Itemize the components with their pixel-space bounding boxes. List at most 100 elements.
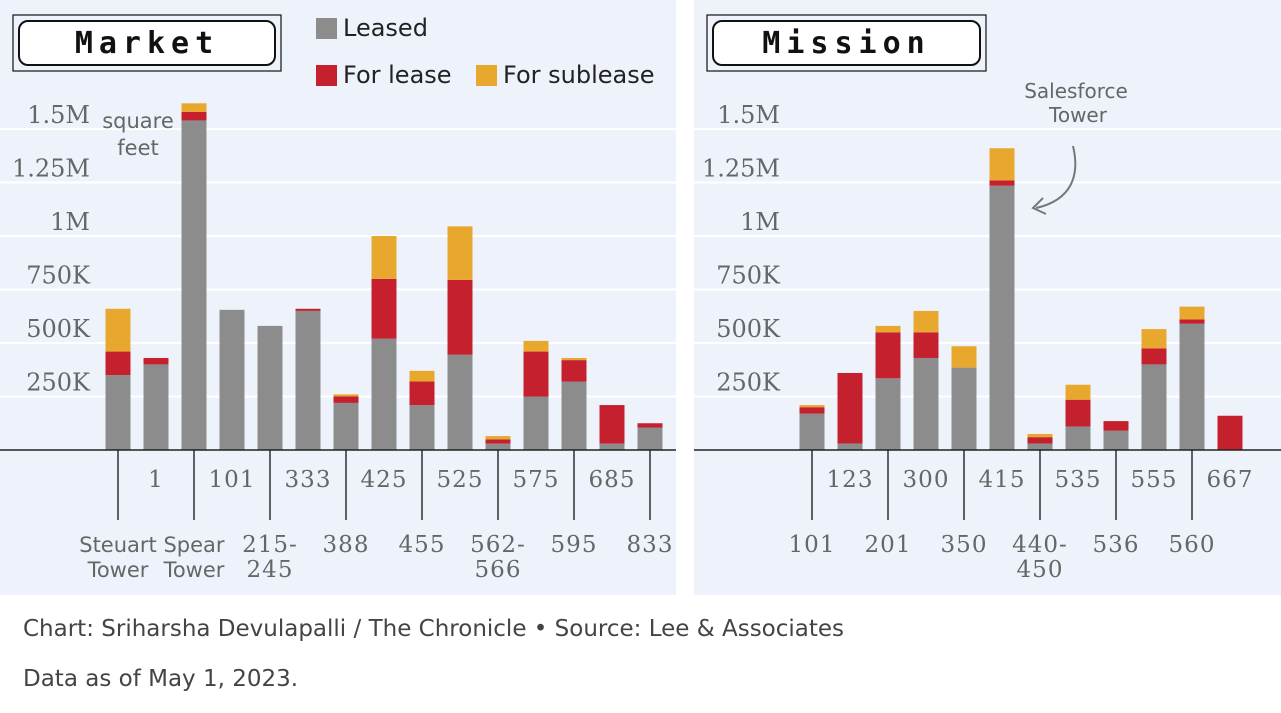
panel-background	[694, 0, 1281, 595]
bar-segment-for-sublease	[1179, 306, 1205, 320]
legend-label: For lease	[343, 61, 452, 89]
x-tick-label: 536	[1093, 532, 1140, 558]
panel-title: Mission	[762, 26, 930, 61]
bar-segment-for-lease	[181, 111, 207, 121]
x-tick-label: Spear	[163, 533, 224, 557]
bar-segment-leased	[447, 354, 473, 450]
title-box	[18, 20, 276, 66]
bar-segment-leased	[599, 443, 625, 450]
bar-segment-for-sublease	[371, 236, 397, 279]
bar-segment-for-lease	[1217, 415, 1243, 450]
bar-segment-for-lease	[1141, 348, 1167, 365]
bar-segment-leased	[1027, 443, 1053, 450]
bar-segment-leased	[561, 381, 587, 450]
y-axis-unit-label: feet	[117, 136, 158, 160]
bar-segment-for-lease	[913, 332, 939, 358]
bar-segment-for-lease	[837, 372, 863, 444]
mission-panel: 250K 500K 750K 1M 1.25M 1.5M Mission 101 123 201 3…	[694, 0, 1281, 595]
bar-segment-for-lease	[295, 308, 321, 311]
x-tick-label: 388	[323, 532, 370, 558]
bar-segment-leased	[1103, 430, 1129, 450]
x-tick-label: 333	[285, 467, 332, 493]
bar-segment-leased	[913, 357, 939, 450]
bar-segment-for-sublease	[1065, 384, 1091, 400]
bar-segment-for-lease	[799, 407, 825, 414]
panel-background	[0, 0, 676, 595]
legend: Leased For lease For sublease	[316, 14, 655, 89]
bar-segment-leased	[371, 338, 397, 450]
y-tick-label: 1M	[50, 208, 90, 236]
bar-segment-for-sublease	[875, 325, 901, 333]
x-tick-label: 350	[941, 532, 988, 558]
x-tick-label: 245	[247, 557, 294, 583]
bar-segment-for-sublease	[181, 103, 207, 112]
bar-segment-for-lease	[561, 360, 587, 382]
bar-segment-leased	[1141, 364, 1167, 450]
legend-swatch-for-lease	[316, 65, 337, 86]
x-tick-label: 566	[475, 557, 522, 583]
legend-label: Leased	[343, 14, 428, 42]
x-tick-label: 123	[827, 467, 874, 493]
annotation-arrowhead	[1031, 197, 1047, 215]
y-tick-label: 250K	[716, 369, 781, 397]
bar-segment-leased	[799, 413, 825, 450]
x-tick-label: 575	[513, 467, 560, 493]
bar-segment-leased	[485, 443, 511, 450]
bar-segment-for-sublease	[561, 357, 587, 361]
bar-segment-leased	[143, 364, 169, 450]
x-tick-label: Tower	[87, 558, 149, 582]
x-tick-label: 450	[1017, 557, 1064, 583]
data-date-note: Data as of May 1, 2023.	[23, 666, 299, 692]
x-tick-label: 201	[865, 532, 912, 558]
x-tick-label: 685	[589, 467, 636, 493]
bar-segment-leased	[523, 396, 549, 450]
x-tick-label: 415	[979, 467, 1026, 493]
market-panel: 250K 500K 750K 1M 1.25M 1.5M Market SteuartTowe…	[0, 0, 676, 595]
bar-segment-for-sublease	[485, 436, 511, 440]
bar-segment-for-sublease	[989, 148, 1015, 181]
bar-segment-for-sublease	[1027, 433, 1053, 438]
bar-segment-for-sublease	[105, 308, 131, 352]
bar-segment-for-lease	[875, 332, 901, 379]
bar-segment-for-lease	[485, 439, 511, 444]
x-tick-label: 101	[789, 532, 836, 558]
bar-segment-for-lease	[523, 351, 549, 397]
x-tick-label: 535	[1055, 467, 1102, 493]
legend-swatch-for-sublease	[476, 65, 497, 86]
x-tick-label: Tower	[163, 558, 225, 582]
bar-segment-for-lease	[989, 180, 1015, 186]
title-box-outer	[706, 14, 987, 72]
bar-segment-for-sublease	[951, 346, 977, 368]
chart-credit: Chart: Sriharsha Devulapalli / The Chron…	[23, 616, 845, 642]
bar-segment-for-sublease	[409, 370, 435, 382]
x-tick-label: 455	[399, 532, 446, 558]
x-tick-label: Steuart	[79, 533, 157, 557]
y-tick-label: 500K	[716, 315, 781, 343]
bar-segment-for-sublease	[333, 394, 359, 397]
bar-segment-for-sublease	[1141, 329, 1167, 349]
bar-segment-for-lease	[409, 381, 435, 406]
bar-segment-leased	[1065, 426, 1091, 450]
x-tick-label: 1	[148, 467, 164, 493]
bar-segment-leased	[181, 120, 207, 450]
annotation-arrow	[1035, 145, 1077, 209]
bar-segment-leased	[333, 402, 359, 450]
y-axis-unit-label: square	[102, 109, 174, 133]
bar-segment-leased	[989, 185, 1015, 450]
panel-title: Market	[75, 26, 219, 61]
title-box	[712, 20, 981, 66]
annotation-text: Salesforce	[1024, 79, 1128, 103]
y-tick-label: 750K	[716, 262, 781, 290]
bar-segment-for-lease	[637, 423, 663, 428]
x-tick-label: 440-	[1012, 532, 1068, 558]
bar-segment-for-lease	[1027, 437, 1053, 444]
title-box-outer	[12, 14, 282, 72]
bar-segment-for-lease	[333, 396, 359, 403]
bar-segment-leased	[875, 378, 901, 450]
legend-swatch-leased	[316, 18, 337, 39]
y-tick-label: 1.25M	[702, 155, 780, 183]
bar-segment-for-lease	[1065, 399, 1091, 427]
bar-segment-leased	[409, 405, 435, 450]
bar-segment-for-lease	[1103, 421, 1129, 431]
x-tick-label: 425	[361, 467, 408, 493]
